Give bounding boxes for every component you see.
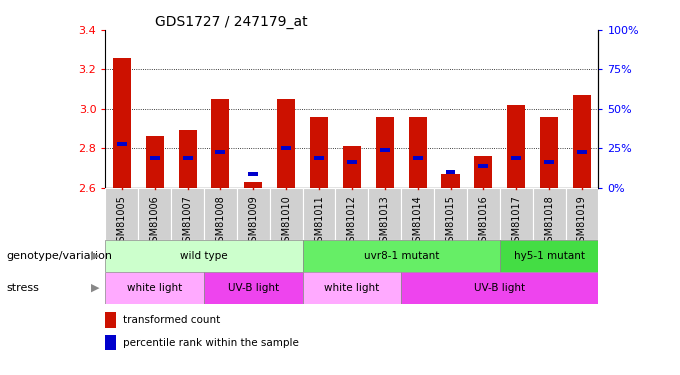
Text: GSM81009: GSM81009 — [248, 195, 258, 248]
Text: GSM81010: GSM81010 — [281, 195, 291, 248]
Bar — [248, 171, 258, 176]
Bar — [369, 188, 401, 240]
Text: uvr8-1 mutant: uvr8-1 mutant — [364, 251, 439, 261]
Bar — [150, 156, 160, 160]
Bar — [544, 160, 554, 164]
Text: stress: stress — [7, 283, 39, 293]
Bar — [479, 164, 488, 168]
Text: GSM81011: GSM81011 — [314, 195, 324, 248]
Bar — [270, 188, 303, 240]
Bar — [105, 334, 116, 350]
Bar — [314, 156, 324, 160]
Bar — [244, 182, 262, 188]
Bar — [204, 272, 303, 304]
Text: transformed count: transformed count — [122, 315, 220, 325]
Bar — [113, 58, 131, 188]
Text: white light: white light — [127, 283, 182, 293]
Bar — [211, 99, 229, 188]
Bar — [441, 174, 460, 188]
Bar — [401, 188, 434, 240]
Bar — [475, 156, 492, 188]
Text: GSM81015: GSM81015 — [445, 195, 456, 248]
Text: GSM81008: GSM81008 — [216, 195, 226, 248]
Bar — [105, 240, 303, 272]
Text: GSM81006: GSM81006 — [150, 195, 160, 248]
Text: ▶: ▶ — [91, 283, 99, 293]
Text: GSM81019: GSM81019 — [577, 195, 587, 248]
Bar — [179, 130, 197, 188]
Text: GDS1727 / 247179_at: GDS1727 / 247179_at — [155, 15, 307, 29]
Bar — [577, 150, 587, 154]
Bar — [282, 146, 291, 150]
Bar — [105, 312, 116, 328]
Bar — [376, 117, 394, 188]
Text: UV-B light: UV-B light — [228, 283, 279, 293]
Text: genotype/variation: genotype/variation — [7, 251, 113, 261]
Bar — [434, 188, 467, 240]
Bar — [335, 188, 369, 240]
Bar — [303, 188, 335, 240]
Bar — [303, 240, 500, 272]
Bar — [413, 156, 422, 160]
Bar — [117, 142, 126, 146]
Bar — [105, 272, 204, 304]
Text: GSM81017: GSM81017 — [511, 195, 522, 248]
Text: GSM81014: GSM81014 — [413, 195, 423, 248]
Bar — [500, 240, 598, 272]
Text: GSM81016: GSM81016 — [478, 195, 488, 248]
Text: GSM81013: GSM81013 — [379, 195, 390, 248]
Text: GSM81005: GSM81005 — [117, 195, 127, 248]
Bar — [573, 95, 591, 188]
Bar — [171, 188, 204, 240]
Text: wild type: wild type — [180, 251, 228, 261]
Bar — [204, 188, 237, 240]
Bar — [532, 188, 566, 240]
Bar — [540, 117, 558, 188]
Text: UV-B light: UV-B light — [474, 283, 526, 293]
Bar — [277, 99, 295, 188]
Bar — [566, 188, 598, 240]
Bar — [183, 156, 192, 160]
Bar — [237, 188, 270, 240]
Bar — [511, 156, 521, 160]
Bar — [445, 170, 456, 174]
Bar — [343, 146, 361, 188]
Bar — [467, 188, 500, 240]
Bar — [500, 188, 532, 240]
Bar — [310, 117, 328, 188]
Bar — [409, 117, 426, 188]
Bar — [146, 136, 164, 188]
Text: GSM81018: GSM81018 — [544, 195, 554, 248]
Bar — [105, 188, 138, 240]
Text: GSM81007: GSM81007 — [182, 195, 192, 248]
Text: ▶: ▶ — [91, 251, 99, 261]
Bar — [138, 188, 171, 240]
Text: percentile rank within the sample: percentile rank within the sample — [122, 338, 299, 348]
Text: hy5-1 mutant: hy5-1 mutant — [513, 251, 585, 261]
Bar — [303, 272, 401, 304]
Bar — [347, 160, 357, 164]
Text: white light: white light — [324, 283, 379, 293]
Bar — [380, 148, 390, 152]
Bar — [401, 272, 598, 304]
Bar — [216, 150, 225, 154]
Text: GSM81012: GSM81012 — [347, 195, 357, 248]
Bar — [507, 105, 525, 188]
